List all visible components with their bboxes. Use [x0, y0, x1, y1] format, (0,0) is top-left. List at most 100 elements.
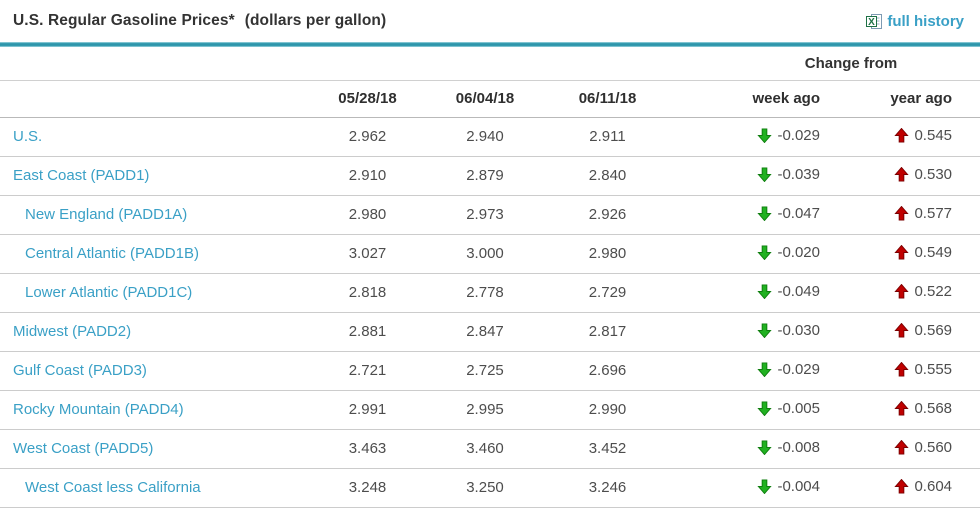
down-arrow-icon	[757, 478, 773, 494]
price-cell-2: 2.940	[425, 117, 545, 157]
table-row: East Coast (PADD1) 2.910 2.879 2.840 -0.…	[0, 156, 980, 196]
year-change-value: 0.555	[914, 360, 953, 378]
price-cell-3: 2.840	[545, 156, 670, 196]
price-cell-3: 2.911	[545, 117, 670, 157]
year-change-cell: 0.568	[835, 390, 980, 430]
up-arrow-icon	[894, 205, 910, 221]
year-change-value: 0.549	[914, 243, 953, 261]
year-change-value: 0.545	[914, 126, 953, 144]
region-link[interactable]: Central Atlantic (PADD1B)	[25, 245, 199, 262]
price-cell-2: 3.000	[425, 234, 545, 274]
price-cell-1: 2.910	[310, 156, 425, 196]
week-change-value: -0.004	[777, 477, 820, 495]
week-change-cell: -0.020	[670, 234, 835, 274]
price-cell-1: 2.991	[310, 390, 425, 430]
down-arrow-icon	[757, 322, 773, 338]
region-link[interactable]: Gulf Coast (PADD3)	[13, 362, 147, 379]
year-change-cell: 0.577	[835, 195, 980, 235]
year-change-cell: 0.549	[835, 234, 980, 274]
year-change-value: 0.604	[914, 477, 953, 495]
price-cell-1: 2.962	[310, 117, 425, 157]
price-cell-2: 3.250	[425, 468, 545, 508]
year-change-value: 0.522	[914, 282, 953, 300]
region-link[interactable]: Rocky Mountain (PADD4)	[13, 401, 184, 418]
price-cell-2: 2.847	[425, 312, 545, 352]
year-change-value: 0.560	[914, 438, 953, 456]
down-arrow-icon	[757, 283, 773, 299]
price-cell-3: 3.452	[545, 429, 670, 469]
up-arrow-icon	[894, 400, 910, 416]
year-change-cell: 0.604	[835, 468, 980, 508]
full-history-label: full history	[887, 12, 964, 30]
excel-file-icon: X	[866, 13, 883, 30]
week-change-value: -0.049	[777, 282, 820, 300]
down-arrow-icon	[757, 127, 773, 143]
week-change-cell: -0.008	[670, 429, 835, 469]
table-row: Central Atlantic (PADD1B) 3.027 3.000 2.…	[0, 234, 980, 274]
down-arrow-icon	[757, 361, 773, 377]
week-change-value: -0.047	[777, 204, 820, 222]
price-cell-1: 2.881	[310, 312, 425, 352]
price-cell-1: 3.248	[310, 468, 425, 508]
year-change-value: 0.577	[914, 204, 953, 222]
year-change-cell: 0.545	[835, 117, 980, 157]
date-column-header-1: 05/28/18	[310, 80, 425, 118]
price-cell-3: 2.926	[545, 195, 670, 235]
price-cell-3: 2.729	[545, 273, 670, 313]
table-row: U.S. 2.962 2.940 2.911 -0.029 0.545	[0, 117, 980, 157]
up-arrow-icon	[894, 439, 910, 455]
year-ago-column-header: year ago	[835, 80, 980, 118]
title-text: U.S. Regular Gasoline Prices*	[13, 12, 235, 29]
change-from-label: Change from	[670, 47, 980, 81]
region-link[interactable]: New England (PADD1A)	[25, 206, 188, 223]
region-link[interactable]: East Coast (PADD1)	[13, 167, 150, 184]
title-units: (dollars per gallon)	[244, 12, 387, 29]
week-change-value: -0.008	[777, 438, 820, 456]
table-row: Gulf Coast (PADD3) 2.721 2.725 2.696 -0.…	[0, 351, 980, 391]
year-change-value: 0.568	[914, 399, 953, 417]
region-link[interactable]: Lower Atlantic (PADD1C)	[25, 284, 193, 301]
price-cell-1: 2.818	[310, 273, 425, 313]
column-header-row: 05/28/18 06/04/18 06/11/18 week ago year…	[0, 80, 980, 118]
week-change-cell: -0.039	[670, 156, 835, 196]
year-change-cell: 0.530	[835, 156, 980, 196]
region-link[interactable]: U.S.	[13, 128, 43, 145]
price-cell-2: 2.973	[425, 195, 545, 235]
widget-header: U.S. Regular Gasoline Prices* (dollars pe…	[0, 0, 980, 42]
table-row: Lower Atlantic (PADD1C) 2.818 2.778 2.72…	[0, 273, 980, 313]
table-row: West Coast (PADD5) 3.463 3.460 3.452 -0.…	[0, 429, 980, 469]
up-arrow-icon	[894, 127, 910, 143]
down-arrow-icon	[757, 244, 773, 260]
up-arrow-icon	[894, 166, 910, 182]
page-title: U.S. Regular Gasoline Prices* (dollars pe…	[13, 12, 386, 30]
price-cell-1: 2.980	[310, 195, 425, 235]
week-change-value: -0.020	[777, 243, 820, 261]
table-row: New England (PADD1A) 2.980 2.973 2.926 -…	[0, 195, 980, 235]
week-change-cell: -0.029	[670, 117, 835, 157]
price-cell-2: 3.460	[425, 429, 545, 469]
year-change-cell: 0.522	[835, 273, 980, 313]
up-arrow-icon	[894, 283, 910, 299]
week-change-value: -0.029	[777, 126, 820, 144]
week-change-cell: -0.047	[670, 195, 835, 235]
region-link[interactable]: West Coast (PADD5)	[13, 440, 154, 457]
week-ago-column-header: week ago	[670, 80, 835, 118]
week-change-value: -0.005	[777, 399, 820, 417]
down-arrow-icon	[757, 439, 773, 455]
date-column-header-3: 06/11/18	[545, 80, 670, 118]
up-arrow-icon	[894, 478, 910, 494]
region-link[interactable]: Midwest (PADD2)	[13, 323, 132, 340]
up-arrow-icon	[894, 361, 910, 377]
gasoline-prices-table: Change from 05/28/18 06/04/18 06/11/18 w…	[0, 47, 980, 508]
table-row: West Coast less California 3.248 3.250 3…	[0, 468, 980, 508]
year-change-value: 0.569	[914, 321, 953, 339]
region-link[interactable]: West Coast less California	[25, 479, 201, 496]
year-change-value: 0.530	[914, 165, 953, 183]
down-arrow-icon	[757, 205, 773, 221]
full-history-link[interactable]: X full history	[866, 13, 964, 30]
week-change-value: -0.030	[777, 321, 820, 339]
accent-divider	[0, 42, 980, 47]
week-change-cell: -0.029	[670, 351, 835, 391]
table-row: Midwest (PADD2) 2.881 2.847 2.817 -0.030…	[0, 312, 980, 352]
